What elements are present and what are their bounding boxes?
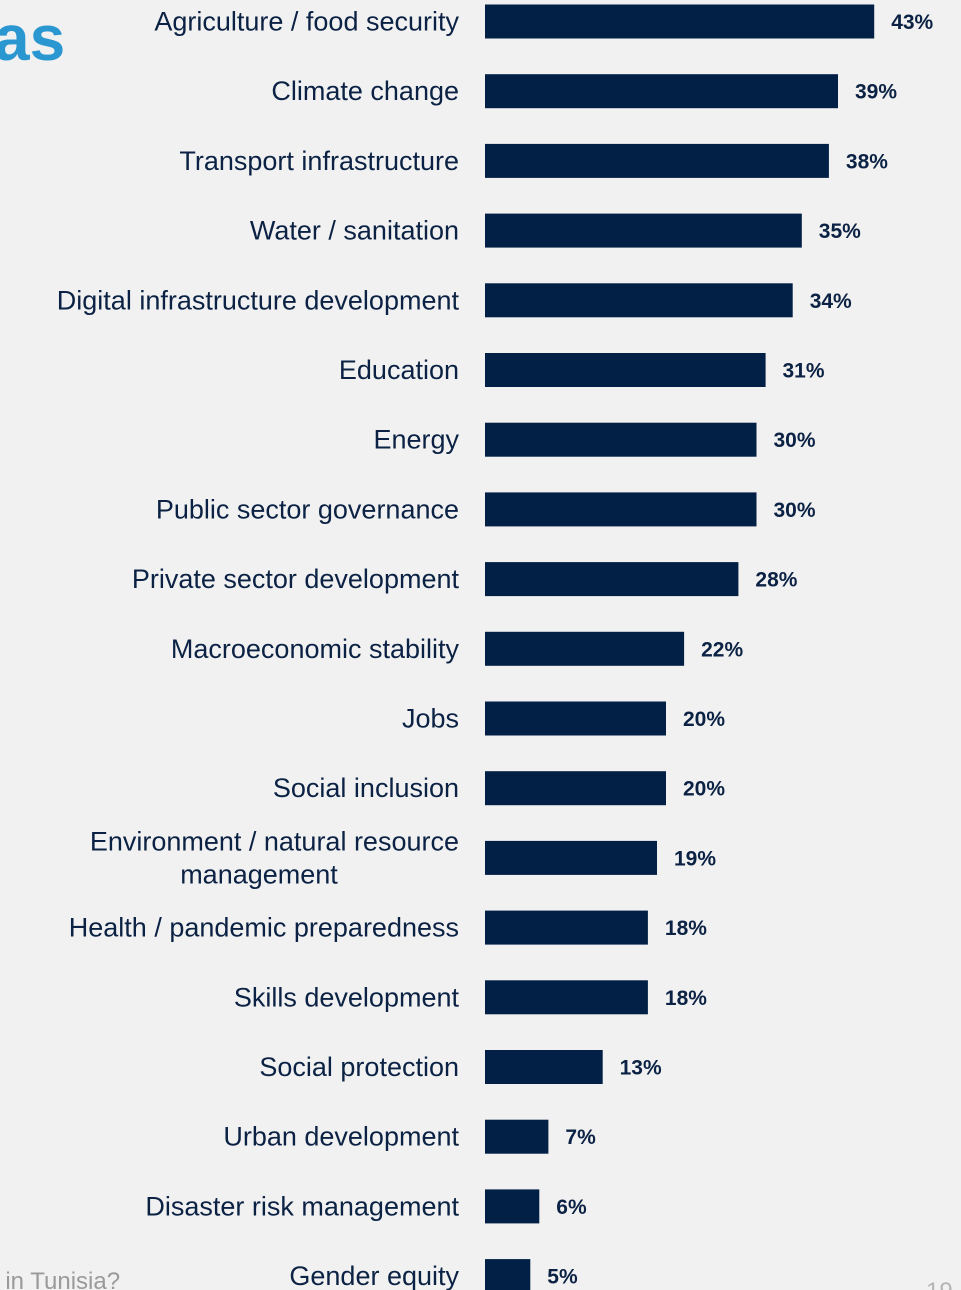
bar-education (485, 353, 766, 387)
bar-private-sector-development (485, 562, 739, 597)
category-label-transport-infrastructure: Transport infrastructure (179, 146, 459, 176)
category-label-gender-equity: Gender equity (289, 1261, 459, 1290)
bar-gender-equity (485, 1259, 531, 1290)
category-label-climate-change: Climate change (271, 76, 459, 106)
value-label-public-sector-governance: 30% (774, 499, 816, 522)
bar-water-sanitation (485, 213, 802, 248)
bar-social-inclusion (485, 771, 666, 806)
bar-public-sector-governance (485, 492, 757, 527)
category-label-line: management (180, 859, 338, 889)
value-label-water-sanitation: 35% (819, 220, 861, 243)
value-label-social-inclusion: 20% (683, 778, 725, 801)
page-number: 19 (926, 1278, 953, 1290)
value-label-digital-infrastructure-development: 34% (810, 290, 852, 313)
category-label-line: Environment / natural resource (90, 826, 459, 856)
category-label-social-protection: Social protection (259, 1052, 459, 1082)
value-label-energy: 30% (774, 429, 816, 452)
bar-environment-natural-resource-management (485, 840, 657, 875)
category-label-education: Education (339, 355, 459, 385)
category-label-agriculture-food-security: Agriculture / food security (154, 7, 459, 37)
bar-energy (485, 422, 757, 457)
bar-skills-development (485, 980, 648, 1015)
category-label-environment-natural-resource-management: Environment / natural resource management (90, 826, 459, 889)
category-label-public-sector-governance: Public sector governance (156, 494, 459, 524)
category-label-private-sector-development: Private sector development (132, 564, 460, 594)
value-label-social-protection: 13% (620, 1057, 662, 1080)
bar-agriculture-food-security (485, 4, 875, 39)
bar-disaster-risk-management (485, 1189, 540, 1224)
value-label-transport-infrastructure: 38% (846, 150, 888, 173)
bar-digital-infrastructure-development (485, 283, 793, 318)
category-label-macroeconomic-stability: Macroeconomic stability (171, 634, 460, 664)
category-label-social-inclusion: Social inclusion (273, 773, 459, 803)
value-label-gender-equity: 5% (547, 1266, 578, 1289)
footnote-text: ts in Tunisia? (0, 1268, 121, 1290)
value-label-climate-change: 39% (855, 81, 897, 104)
value-label-private-sector-development: 28% (755, 569, 797, 592)
category-label-energy: Energy (373, 425, 459, 455)
bar-jobs (485, 701, 666, 736)
bar-transport-infrastructure (485, 143, 829, 178)
category-label-disaster-risk-management: Disaster risk management (145, 1191, 459, 1221)
value-label-agriculture-food-security: 43% (891, 11, 933, 34)
bar-climate-change (485, 74, 838, 109)
category-label-jobs: Jobs (402, 704, 459, 734)
value-label-jobs: 20% (683, 708, 725, 731)
value-label-health-pandemic-preparedness: 18% (665, 917, 707, 940)
value-label-skills-development: 18% (665, 987, 707, 1010)
category-label-health-pandemic-preparedness: Health / pandemic preparedness (69, 913, 459, 943)
bar-urban-development (485, 1119, 549, 1154)
value-label-macroeconomic-stability: 22% (701, 638, 743, 661)
slide-title-fragment: as (0, 2, 66, 74)
category-label-skills-development: Skills development (234, 982, 460, 1012)
category-label-digital-infrastructure-development: Digital infrastructure development (57, 285, 460, 315)
bar-social-protection (485, 1050, 603, 1084)
value-label-urban-development: 7% (565, 1126, 596, 1149)
value-label-disaster-risk-management: 6% (556, 1196, 587, 1219)
value-label-education: 31% (783, 360, 825, 383)
bar-health-pandemic-preparedness (485, 910, 648, 945)
value-label-environment-natural-resource-management: 19% (674, 847, 716, 870)
category-label-urban-development: Urban development (223, 1122, 459, 1152)
category-label-water-sanitation: Water / sanitation (250, 216, 459, 246)
bar-macroeconomic-stability (485, 631, 685, 666)
